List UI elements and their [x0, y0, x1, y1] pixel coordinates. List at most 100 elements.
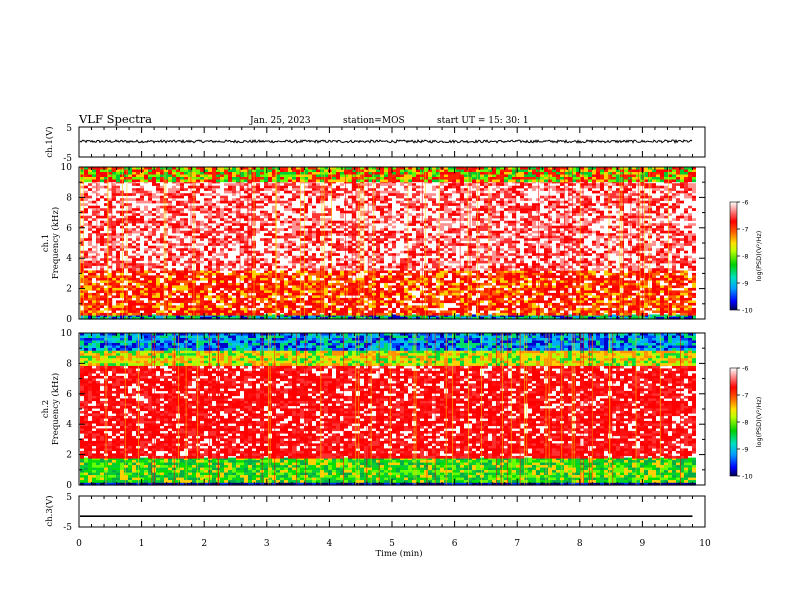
- spectrogram-cell: [504, 203, 508, 206]
- spectrogram-cell: [396, 303, 400, 306]
- spectrogram-cell: [156, 280, 160, 283]
- spectrogram-cell: [428, 275, 432, 278]
- spectrogram-cell: [168, 236, 172, 239]
- spectrogram-cell: [284, 305, 288, 308]
- spectrogram-cell: [144, 295, 148, 298]
- spectrogram-cell: [692, 293, 696, 296]
- spectrogram-cell: [416, 191, 420, 194]
- spectrogram-cell: [280, 188, 284, 191]
- spectrogram-cell: [280, 283, 284, 286]
- spectrogram-cell: [352, 226, 356, 229]
- spectrogram-cell: [196, 206, 200, 209]
- spectrogram-cell: [484, 206, 488, 209]
- spectrogram-cell: [452, 248, 456, 251]
- spectrogram-cell: [340, 233, 344, 236]
- spectrogram-cell: [596, 290, 600, 293]
- spectrogram-cell: [336, 193, 340, 196]
- spectrogram-cell: [108, 208, 112, 211]
- spectrogram-cell: [188, 293, 192, 296]
- spectrogram-cell: [224, 201, 228, 204]
- spectrogram-cell: [528, 285, 532, 288]
- spectrogram-cell: [292, 313, 296, 316]
- spectrogram-cell: [112, 238, 116, 241]
- spectrogram-cell: [196, 261, 200, 264]
- spectrogram-cell: [484, 310, 488, 313]
- spectrogram-cell: [316, 248, 320, 251]
- spectrogram-cell: [464, 303, 468, 306]
- spectrogram-cell: [652, 303, 656, 306]
- spectrogram-cell: [156, 238, 160, 241]
- spectrogram-cell: [388, 290, 392, 293]
- spectrogram-cell: [148, 261, 152, 264]
- spectrogram-cell: [208, 221, 212, 224]
- spectrogram-cell: [128, 275, 132, 278]
- spectrogram-cell: [316, 221, 320, 224]
- spectrogram-cell: [200, 228, 204, 231]
- spectrogram-cell: [220, 313, 224, 316]
- spectrogram-cell: [256, 280, 260, 283]
- spectrogram-cell: [452, 285, 456, 288]
- spectrogram-cell: [360, 198, 364, 201]
- spectrogram-cell: [376, 303, 380, 306]
- spectrogram-cell: [464, 280, 468, 283]
- spectrogram-cell: [444, 203, 448, 206]
- spectrogram-cell: [152, 218, 156, 221]
- spectrogram-cell: [396, 238, 400, 241]
- spectrogram-cell: [576, 273, 580, 276]
- spectrogram-cell: [316, 261, 320, 264]
- spectrogram-cell: [296, 283, 300, 286]
- spectrogram-cell: [388, 288, 392, 291]
- spectrogram-cell: [440, 305, 444, 308]
- spectrogram-cell: [440, 196, 444, 199]
- spectrogram-cell: [448, 238, 452, 241]
- spectrogram-cell: [268, 298, 272, 301]
- spectrogram-cell: [496, 298, 500, 301]
- spectrogram-cell: [344, 313, 348, 316]
- spectrogram-cell: [388, 186, 392, 189]
- spectrogram-cell: [460, 196, 464, 199]
- spectrogram-cell: [480, 188, 484, 191]
- spectrogram-cell: [172, 305, 176, 308]
- spectrogram-cell: [140, 295, 144, 298]
- spectrogram-cell: [136, 201, 140, 204]
- spectrogram-cell: [440, 288, 444, 291]
- spectrogram-cell: [264, 275, 268, 278]
- spectrogram-cell: [292, 226, 296, 229]
- spectrogram-cell: [484, 211, 488, 214]
- spectrogram-cell: [288, 203, 292, 206]
- spectrogram-cell: [344, 221, 348, 224]
- spectrogram-cell: [92, 270, 96, 273]
- spectrogram-cell: [332, 310, 336, 313]
- spectrogram-cell: [144, 310, 148, 313]
- spectrogram-cell: [168, 208, 172, 211]
- spectrogram-cell: [660, 288, 664, 291]
- spectrogram-cell: [360, 288, 364, 291]
- spectrogram-cell: [416, 308, 420, 311]
- spectrogram-cell: [348, 191, 352, 194]
- spectrogram-cell: [260, 266, 264, 269]
- spectrogram-cell: [660, 298, 664, 301]
- spectrogram-cell: [160, 238, 164, 241]
- spectrogram-cell: [560, 305, 564, 308]
- spectrogram-cell: [220, 285, 224, 288]
- spectrogram-cell: [600, 283, 604, 286]
- spectrogram-cell: [608, 305, 612, 308]
- spectrogram-cell: [212, 211, 216, 214]
- spectrogram-cell: [236, 216, 240, 219]
- spectrogram-cell: [264, 193, 268, 196]
- spectrogram-cell: [92, 293, 96, 296]
- spectrogram-cell: [128, 285, 132, 288]
- spectrogram-cell: [236, 270, 240, 273]
- spectrogram-cell: [604, 308, 608, 311]
- spectrogram-cell: [108, 236, 112, 239]
- spectrogram-cell: [232, 186, 236, 189]
- spectrogram-cell: [384, 266, 388, 269]
- spectrogram-cell: [240, 186, 244, 189]
- spectrogram-cell: [184, 303, 188, 306]
- spectrogram-cell: [604, 278, 608, 281]
- spectrogram-cell: [400, 295, 404, 298]
- spectrogram-cell: [352, 221, 356, 224]
- spectrogram-cell: [180, 288, 184, 291]
- spectrogram-cell: [580, 300, 584, 303]
- spectrogram-cell: [124, 203, 128, 206]
